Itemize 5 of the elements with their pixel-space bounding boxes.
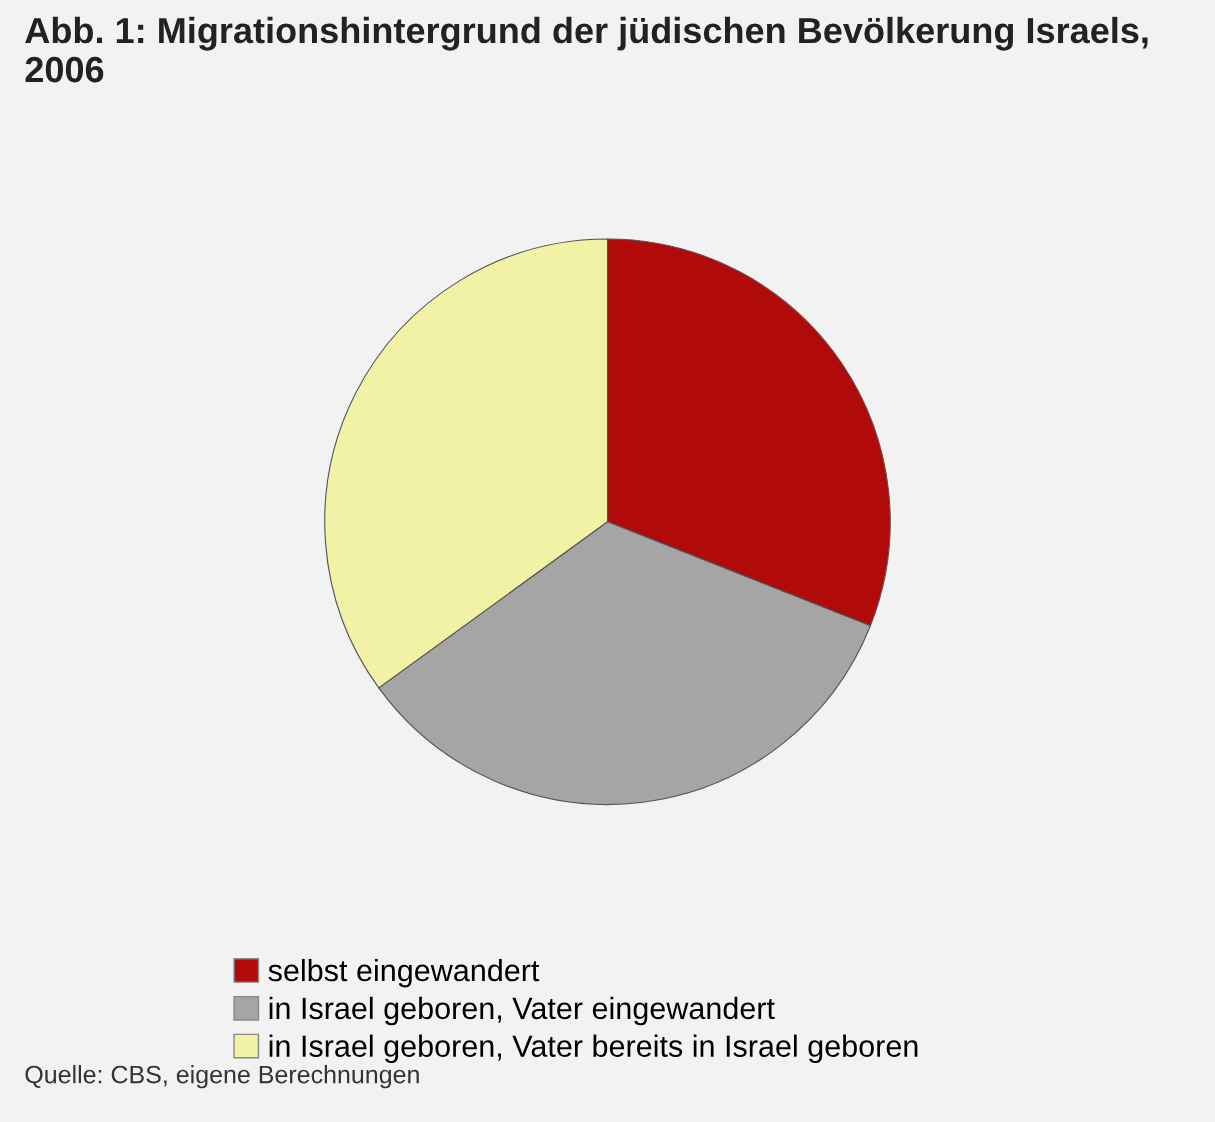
- legend-label: in Israel geboren, Vater eingewandert: [269, 996, 775, 1026]
- legend-label: in Israel geboren, Vater bereits in Israel geboren: [269, 1034, 918, 1064]
- legend-label: selbst eingewandert: [268, 958, 540, 988]
- source-note: Quelle: CBS, eigene Berechnungen: [25, 1065, 419, 1089]
- chart-title: Abb. 1: Migrationshintergrund der jüdischen Bevölkerung Israels, 2006: [25, 16, 1148, 83]
